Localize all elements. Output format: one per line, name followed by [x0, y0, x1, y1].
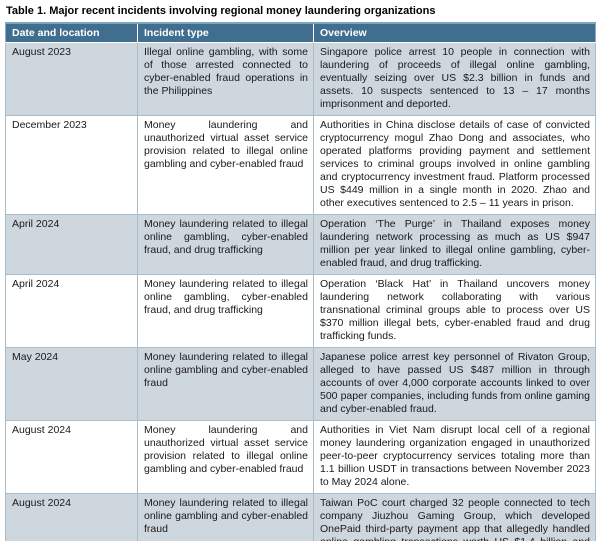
column-header: Incident type	[137, 22, 314, 43]
cell-date: April 2024	[5, 274, 138, 348]
table-title: Table 1. Major recent incidents involvin…	[6, 5, 436, 17]
table-row: August 2024 Money laundering and unauthor…	[5, 420, 596, 494]
cell-date: December 2023	[5, 115, 138, 215]
cell-date: August 2023	[5, 42, 138, 116]
table-header: Date and location Incident type Overview	[5, 22, 596, 43]
table-row: April 2024 Money laundering related to il…	[5, 274, 596, 348]
cell-overview: Singapore police arrest 10 people in con…	[313, 42, 596, 116]
cell-overview: Operation ‘Black Hat’ in Thailand uncove…	[313, 274, 596, 348]
cell-date: April 2024	[5, 214, 138, 275]
cell-date: August 2024	[5, 493, 138, 541]
table-row: April 2024 Money laundering related to il…	[5, 214, 596, 275]
table-row: August 2024 Money laundering related to i…	[5, 493, 596, 541]
cell-incident: Money laundering related to illegal onli…	[137, 274, 314, 348]
column-header: Date and location	[5, 22, 138, 43]
cell-overview: Taiwan PoC court charged 32 people conne…	[313, 493, 596, 541]
cell-incident: Money laundering related to illegal onli…	[137, 347, 314, 421]
incidents-table: Date and location Incident type Overview A…	[5, 22, 596, 541]
cell-incident: Illegal online gambling, with some of th…	[137, 42, 314, 116]
cell-overview: Japanese police arrest key personnel of …	[313, 347, 596, 421]
table-row: August 2023 Illegal online gambling, with…	[5, 42, 596, 116]
cell-incident: Money laundering related to illegal onli…	[137, 214, 314, 275]
cell-incident: Money laundering and unauthorized virtua…	[137, 115, 314, 215]
table-body: August 2023 Illegal online gambling, with…	[5, 42, 596, 541]
column-header: Overview	[313, 22, 596, 43]
cell-date: August 2024	[5, 420, 138, 494]
cell-overview: Authorities in China disclose details of…	[313, 115, 596, 215]
cell-date: May 2024	[5, 347, 138, 421]
table-row: May 2024 Money laundering related to ille…	[5, 347, 596, 421]
cell-overview: Operation ‘The Purge’ in Thailand expose…	[313, 214, 596, 275]
header-row: Date and location Incident type Overview	[5, 22, 596, 43]
cell-incident: Money laundering related to illegal onli…	[137, 493, 314, 541]
cell-incident: Money laundering and unauthorized virtua…	[137, 420, 314, 494]
cell-overview: Authorities in Viet Nam disrupt local ce…	[313, 420, 596, 494]
table-row: December 2023 Money laundering and unauth…	[5, 115, 596, 215]
